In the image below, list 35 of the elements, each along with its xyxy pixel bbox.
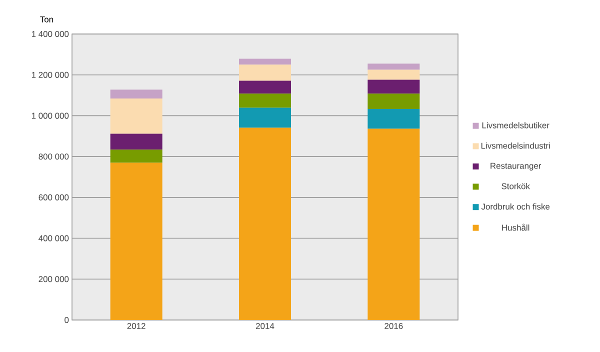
bar [239,94,292,108]
x-tick-label: 2014 [256,323,274,330]
bar [368,128,420,320]
bar [110,150,162,163]
y-tick-label: 400 000 [38,235,69,242]
bar [239,80,292,94]
bar [368,94,420,109]
x-tick-label: 2012 [127,323,146,330]
y-tick-label: 1 400 000 [32,31,69,37]
bar [368,70,420,80]
bar [110,90,162,99]
text: Hushåll [502,224,530,231]
bar [239,58,292,65]
bar [110,134,162,150]
bar [110,162,162,320]
y-tick-label: 1 000 000 [32,112,69,119]
legend-label: Jordbruk och fiske [481,203,550,210]
legend-label: Livsmedelsbutiker [482,122,550,128]
y-tick-label: 1 200 000 [32,72,69,78]
y-tick-label: 0 [64,317,69,323]
bar [368,108,420,129]
legend-label: Livsmedelsindustri [481,142,550,149]
x-tick-label: 2016 [384,323,403,330]
bar [239,128,292,320]
bar [110,98,162,134]
bar [239,108,292,128]
legend-label: Restauranger [490,162,542,170]
y-tick-label: 200 000 [38,276,69,282]
bar [368,80,420,94]
y-tick-label: 800 000 [38,154,69,160]
bar [239,64,292,81]
bar [368,64,420,70]
y-axis-title: Ton [40,16,53,22]
y-tick-label: 600 000 [38,194,69,200]
text: Storkök [502,182,530,190]
